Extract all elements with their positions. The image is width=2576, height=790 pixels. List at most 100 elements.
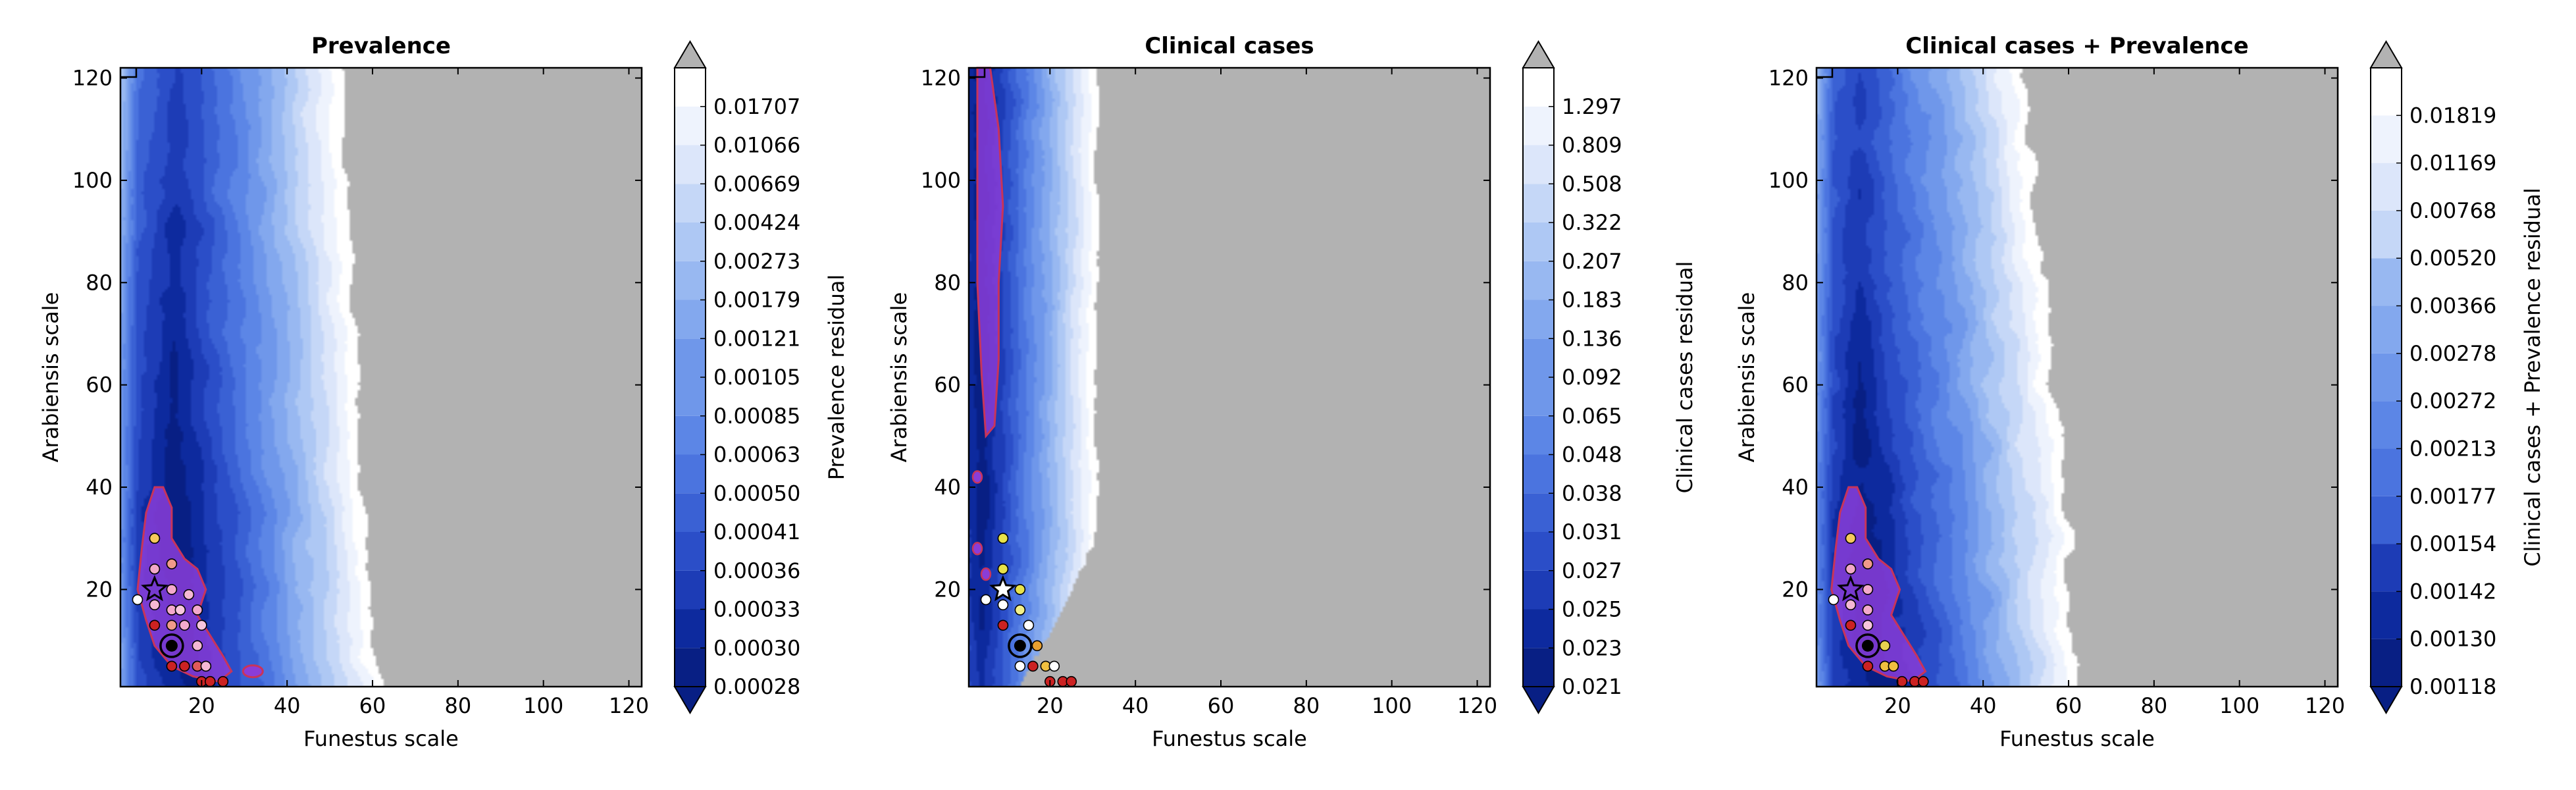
colorbar-segment	[675, 145, 706, 184]
colorbar-segment	[675, 454, 706, 494]
x-tick-label: 20	[188, 693, 215, 718]
colorbar: 0.00118 0.00130 0.00142 0.00154 0.00177 0.002…	[2369, 40, 2545, 714]
x-tick-label: 100	[2219, 693, 2259, 718]
colorbar-tick-label: 0.207	[1562, 249, 1622, 274]
fit-point	[1023, 619, 1035, 631]
colorbar-tick-label: 0.031	[1562, 519, 1622, 544]
colorbar-extend-max	[673, 40, 707, 68]
colorbar-segment	[1523, 184, 1554, 223]
y-tick-label: 120	[921, 66, 961, 91]
colorbar-tick-label: 0.01819	[2409, 103, 2496, 128]
fit-point	[1014, 660, 1026, 672]
chart-title: Clinical cases + Prevalence	[1905, 33, 2249, 59]
colorbar-segment	[675, 648, 706, 687]
colorbar-tick-label: 0.00050	[713, 481, 800, 506]
fit-point	[1066, 675, 1077, 687]
fit-point	[1862, 584, 1874, 595]
panel-3: 20 40 60 80 100 120 20 40 60 80 100 120 Clinical cas…	[1734, 33, 2545, 751]
x-tick-label: 80	[1293, 693, 1320, 718]
fit-point	[1896, 675, 1908, 687]
panel-1: 20 40 60 80 100 120 20 40 60 80 100 120 Prevalence Fu…	[38, 33, 849, 751]
colorbar-segment	[2371, 305, 2402, 354]
colorbar-segment	[2371, 163, 2402, 211]
colorbar-segment	[1523, 338, 1554, 377]
best-circle-marker	[1008, 633, 1033, 658]
colorbar-tick-label: 0.00036	[713, 558, 800, 583]
fit-point	[166, 558, 178, 569]
fit-point	[1879, 640, 1891, 652]
corner-marker	[969, 68, 986, 78]
colorbar-tick-label: 0.065	[1562, 404, 1622, 429]
x-tick-label: 40	[1970, 693, 1997, 718]
fit-point	[997, 533, 1009, 544]
colorbar-tick-label: 0.00213	[2409, 436, 2496, 461]
colorbar-label: Clinical cases + Prevalence residual	[2520, 188, 2545, 566]
x-tick-label: 80	[444, 693, 471, 718]
colorbar-segment	[1523, 415, 1554, 455]
x-tick-label: 60	[1208, 693, 1235, 718]
colorbar-tick-label: 0.00366	[2409, 294, 2496, 319]
colorbar-segment	[1523, 493, 1554, 532]
y-tick-label: 100	[72, 168, 113, 193]
colorbar: 0.021 0.023 0.025 0.027 0.031 0.038 0.048 0.065…	[1522, 40, 1697, 714]
colorbar: 0.00028 0.00030 0.00033 0.00036 0.00041 0.000…	[673, 40, 849, 714]
y-tick-label: 20	[934, 577, 961, 602]
x-tick-label: 120	[2305, 693, 2345, 718]
chart-title: Prevalence	[311, 33, 451, 59]
best-circle-center	[1861, 639, 1874, 652]
fit-point	[192, 640, 203, 652]
y-tick-label: 80	[1782, 270, 1809, 295]
best-fit-island	[971, 541, 983, 556]
x-tick-label: 60	[359, 693, 386, 718]
fit-point	[149, 619, 161, 631]
colorbar-label: Prevalence residual	[824, 275, 849, 481]
colorbar-segment	[2371, 353, 2402, 402]
fit-point	[1845, 619, 1857, 631]
fit-point	[179, 619, 190, 631]
colorbar-segment	[1523, 648, 1554, 687]
fit-point	[997, 619, 1009, 631]
fit-point	[1862, 558, 1874, 569]
y-axis-label: Arabiensis scale	[38, 292, 63, 463]
colorbar-extend-min	[673, 686, 707, 714]
fit-point	[1027, 660, 1039, 672]
colorbar-segment	[675, 570, 706, 610]
best-fit-region	[976, 66, 1004, 439]
y-tick-label: 120	[72, 66, 113, 91]
colorbar-tick-label: 0.00028	[713, 674, 800, 699]
colorbar-tick-label: 0.00154	[2409, 531, 2496, 556]
x-tick-label: 120	[1457, 693, 1497, 718]
y-tick-label: 40	[86, 475, 113, 500]
fit-point	[1888, 660, 1899, 672]
colorbar-tick-label: 0.027	[1562, 558, 1622, 583]
best-fit-island	[980, 567, 992, 581]
colorbar-segment	[675, 223, 706, 261]
best-circle-marker	[1855, 633, 1880, 658]
colorbar-tick-label: 0.048	[1562, 442, 1622, 467]
fit-point	[1862, 660, 1874, 672]
colorbar-tick-label: 1.297	[1562, 94, 1622, 119]
colorbar-extend-max	[2369, 40, 2403, 68]
fit-point	[1845, 533, 1857, 544]
axes-frame	[967, 66, 1491, 688]
colorbar-tick-label: 0.023	[1562, 635, 1622, 660]
colorbar-segment	[675, 68, 706, 107]
best-fit-island	[242, 664, 264, 679]
corner-marker	[120, 68, 138, 78]
colorbar-segment	[1523, 377, 1554, 416]
fit-point	[149, 533, 161, 544]
x-tick-label: 120	[609, 693, 649, 718]
colorbar-tick-label: 0.00130	[2409, 627, 2496, 652]
fit-point	[166, 584, 178, 595]
colorbar-tick-label: 0.00669	[713, 171, 800, 196]
colorbar-segment	[675, 261, 706, 300]
fit-point	[1862, 619, 1874, 631]
colorbar-tick-label: 0.01707	[713, 94, 800, 119]
colorbar-segment	[1523, 261, 1554, 300]
colorbar-tick-label: 0.00520	[2409, 246, 2496, 271]
colorbar-tick-label: 0.00121	[713, 326, 800, 351]
colorbar-frame	[2370, 67, 2402, 687]
colorbar-tick-label: 0.00278	[2409, 341, 2496, 366]
best-star-marker	[1837, 575, 1865, 602]
y-tick-label: 120	[1768, 66, 1809, 91]
